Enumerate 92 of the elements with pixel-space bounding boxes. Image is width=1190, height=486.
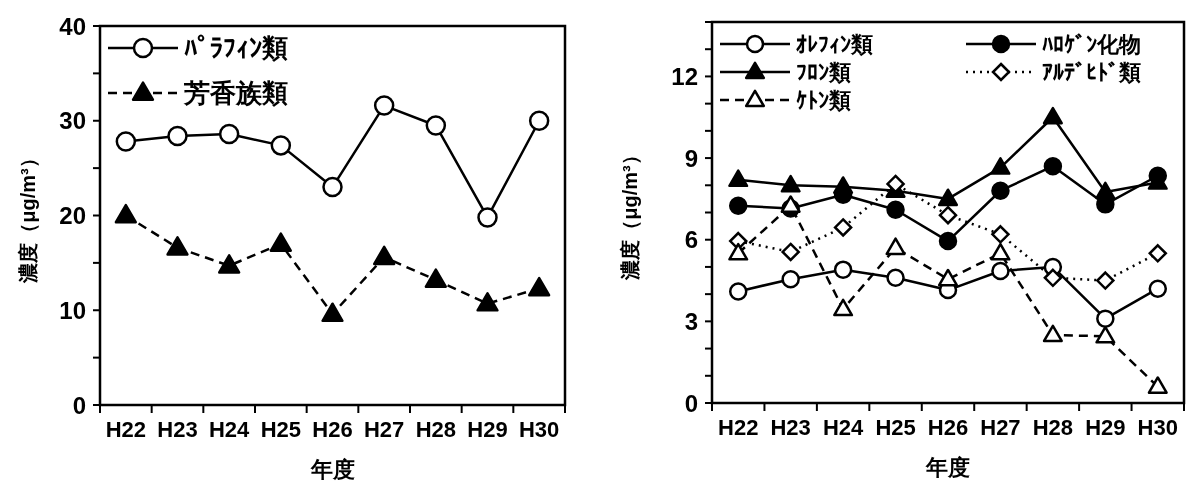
point (269, 232, 292, 252)
point (167, 125, 188, 147)
point (1096, 309, 1115, 328)
x-tick-label: H24 (822, 415, 865, 440)
point (780, 174, 801, 193)
point (115, 131, 137, 152)
x-tick-label: H26 (927, 415, 969, 440)
point (1148, 244, 1168, 263)
x-tick-label: H26 (312, 417, 353, 442)
point (728, 282, 748, 301)
point (886, 200, 905, 220)
point (886, 268, 905, 288)
point (114, 203, 137, 224)
point (728, 242, 749, 261)
point (528, 276, 551, 297)
point (476, 292, 499, 312)
y-tick-label: 12 (671, 62, 698, 90)
y-tick-label: 10 (59, 296, 86, 324)
point (885, 237, 906, 256)
y-axis-title: 濃度（μg/m³） (17, 148, 39, 284)
x-tick-label: H27 (363, 417, 405, 442)
point (425, 115, 447, 136)
point (528, 110, 550, 131)
point (833, 298, 854, 317)
x-tick-label: H22 (718, 415, 759, 440)
legend-label: ﾌﾛﾝ類 (796, 59, 851, 85)
x-tick-label: H25 (260, 417, 302, 442)
point (1042, 324, 1063, 343)
x-tick-label: H30 (518, 417, 560, 442)
x-tick-label: H27 (980, 415, 1021, 440)
point (833, 176, 854, 194)
point (218, 123, 240, 145)
point (1095, 181, 1116, 200)
y-tick-label: 30 (59, 107, 86, 135)
y-tick-label: 40 (59, 12, 86, 40)
point (270, 135, 292, 156)
y-axis-title: 濃度（μg/m³） (619, 145, 641, 281)
point (833, 218, 853, 237)
point (1043, 268, 1063, 288)
point (373, 95, 395, 116)
x-axis-title: 年度 (309, 457, 355, 482)
legend-label: ﾊﾛｹﾞﾝ化物 (1042, 31, 1141, 57)
point (1095, 325, 1116, 344)
x-tick-label: H28 (415, 417, 457, 442)
y-tick-label: 0 (684, 389, 698, 417)
legend-label: 芳香族類 (183, 78, 288, 108)
y-tick-label: 9 (684, 144, 698, 172)
point (991, 225, 1010, 244)
point (373, 245, 396, 266)
x-tick-label: H25 (875, 415, 916, 440)
point (728, 169, 749, 188)
point (991, 181, 1010, 200)
point (990, 242, 1011, 261)
y-tick-label: 6 (684, 226, 698, 254)
point (938, 205, 958, 225)
point (166, 236, 189, 256)
x-tick-label: H23 (770, 415, 811, 440)
x-tick-label: H29 (467, 417, 508, 442)
point (1147, 376, 1168, 394)
point (1096, 271, 1115, 290)
legend-label: ｹﾄﾝ類 (796, 87, 851, 113)
point (990, 157, 1011, 175)
point (833, 260, 853, 279)
legend-label: ｱﾙﾃﾞﾋﾄﾞ類 (1042, 59, 1141, 85)
y-tick-label: 3 (684, 307, 698, 335)
x-tick-label: H24 (208, 417, 251, 442)
y-tick-label: 0 (72, 391, 86, 419)
point (1042, 106, 1063, 125)
point (937, 268, 959, 287)
point (728, 196, 748, 215)
y-tick-label: 20 (59, 202, 86, 229)
point (477, 207, 498, 228)
point (321, 302, 344, 323)
legend-label: ﾊﾟﾗﾌｨﾝ類 (184, 33, 288, 63)
legend-label: ｵﾚﾌｨﾝ類 (796, 31, 873, 57)
point (424, 268, 447, 288)
point (938, 231, 958, 251)
x-axis-title: 年度 (925, 455, 970, 480)
point (218, 254, 241, 274)
point (781, 269, 800, 289)
x-tick-label: H22 (105, 417, 147, 442)
point (991, 261, 1010, 281)
point (781, 242, 800, 262)
point (1043, 156, 1063, 176)
point (1148, 279, 1168, 298)
point (937, 188, 959, 207)
point (780, 195, 801, 213)
x-tick-label: H23 (157, 417, 198, 442)
x-tick-label: H30 (1137, 415, 1178, 440)
x-tick-label: H28 (1032, 415, 1074, 440)
x-tick-label: H29 (1085, 415, 1126, 440)
point (322, 176, 343, 198)
